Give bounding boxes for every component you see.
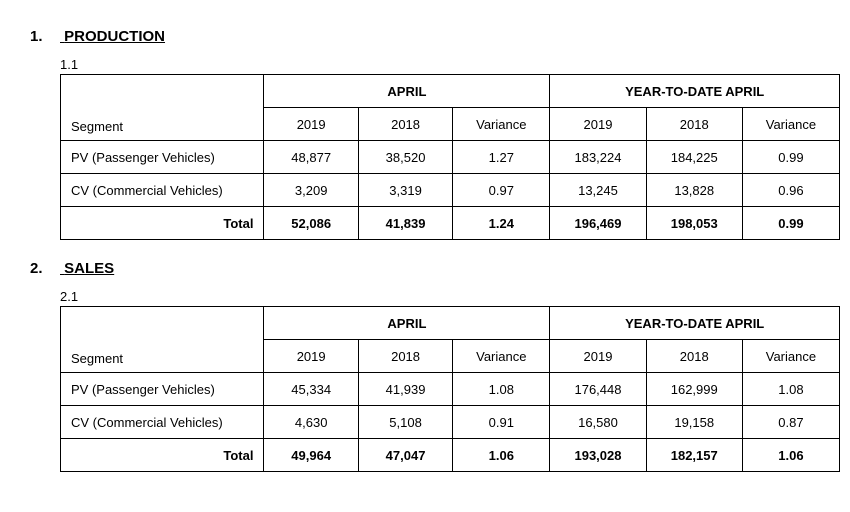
total-row: Total 52,086 41,839 1.24 196,469 198,053… (61, 207, 840, 240)
cell-value: 4,630 (264, 406, 358, 439)
cell-value: 0.96 (742, 174, 839, 207)
row-label: PV (Passenger Vehicles) (61, 373, 264, 406)
section-title: PRODUCTION (64, 28, 165, 45)
period-header-april: APRIL (264, 75, 550, 108)
row-label: PV (Passenger Vehicles) (61, 141, 264, 174)
total-label: Total (61, 207, 264, 240)
subsection-number: 1.1 (60, 57, 820, 72)
row-label: CV (Commercial Vehicles) (61, 174, 264, 207)
col-header: 2018 (358, 340, 452, 373)
col-header: 2019 (264, 340, 358, 373)
total-value: 196,469 (550, 207, 646, 240)
cell-value: 13,245 (550, 174, 646, 207)
period-header-april: APRIL (264, 307, 550, 340)
cell-value: 0.87 (742, 406, 839, 439)
cell-value: 1.08 (453, 373, 550, 406)
col-header: 2019 (264, 108, 358, 141)
segment-header: Segment (61, 307, 264, 373)
col-header: Variance (453, 340, 550, 373)
cell-value: 13,828 (646, 174, 742, 207)
total-row: Total 49,964 47,047 1.06 193,028 182,157… (61, 439, 840, 472)
total-value: 198,053 (646, 207, 742, 240)
total-value: 1.06 (453, 439, 550, 472)
cell-value: 176,448 (550, 373, 646, 406)
cell-value: 5,108 (358, 406, 452, 439)
production-table: Segment APRIL YEAR-TO-DATE APRIL 2019 20… (60, 74, 840, 240)
sales-table: Segment APRIL YEAR-TO-DATE APRIL 2019 20… (60, 306, 840, 472)
cell-value: 48,877 (264, 141, 358, 174)
period-header-ytd: YEAR-TO-DATE APRIL (550, 307, 840, 340)
cell-value: 0.97 (453, 174, 550, 207)
total-value: 52,086 (264, 207, 358, 240)
subsection-number: 2.1 (60, 289, 820, 304)
cell-value: 3,209 (264, 174, 358, 207)
total-value: 47,047 (358, 439, 452, 472)
segment-header: Segment (61, 75, 264, 141)
section-heading-sales: 2. SALES (30, 260, 820, 277)
col-header: 2018 (358, 108, 452, 141)
col-header: 2018 (646, 108, 742, 141)
total-value: 1.06 (742, 439, 839, 472)
cell-value: 38,520 (358, 141, 452, 174)
section-number: 2. (30, 260, 60, 277)
cell-value: 162,999 (646, 373, 742, 406)
total-value: 49,964 (264, 439, 358, 472)
cell-value: 184,225 (646, 141, 742, 174)
cell-value: 45,334 (264, 373, 358, 406)
cell-value: 183,224 (550, 141, 646, 174)
period-header-ytd: YEAR-TO-DATE APRIL (550, 75, 840, 108)
total-value: 0.99 (742, 207, 839, 240)
section-number: 1. (30, 28, 60, 45)
col-header: Variance (742, 340, 839, 373)
total-value: 182,157 (646, 439, 742, 472)
table-row: PV (Passenger Vehicles) 48,877 38,520 1.… (61, 141, 840, 174)
col-header: Variance (742, 108, 839, 141)
cell-value: 16,580 (550, 406, 646, 439)
col-header: 2019 (550, 108, 646, 141)
total-value: 193,028 (550, 439, 646, 472)
total-label: Total (61, 439, 264, 472)
section-heading-production: 1. PRODUCTION (30, 28, 820, 45)
col-header: Variance (453, 108, 550, 141)
col-header: 2019 (550, 340, 646, 373)
cell-value: 0.91 (453, 406, 550, 439)
cell-value: 1.08 (742, 373, 839, 406)
row-label: CV (Commercial Vehicles) (61, 406, 264, 439)
section-title: SALES (64, 260, 114, 277)
cell-value: 41,939 (358, 373, 452, 406)
cell-value: 0.99 (742, 141, 839, 174)
cell-value: 1.27 (453, 141, 550, 174)
table-row: CV (Commercial Vehicles) 3,209 3,319 0.9… (61, 174, 840, 207)
col-header: 2018 (646, 340, 742, 373)
table-row: PV (Passenger Vehicles) 45,334 41,939 1.… (61, 373, 840, 406)
total-value: 41,839 (358, 207, 452, 240)
total-value: 1.24 (453, 207, 550, 240)
cell-value: 3,319 (358, 174, 452, 207)
cell-value: 19,158 (646, 406, 742, 439)
table-row: CV (Commercial Vehicles) 4,630 5,108 0.9… (61, 406, 840, 439)
